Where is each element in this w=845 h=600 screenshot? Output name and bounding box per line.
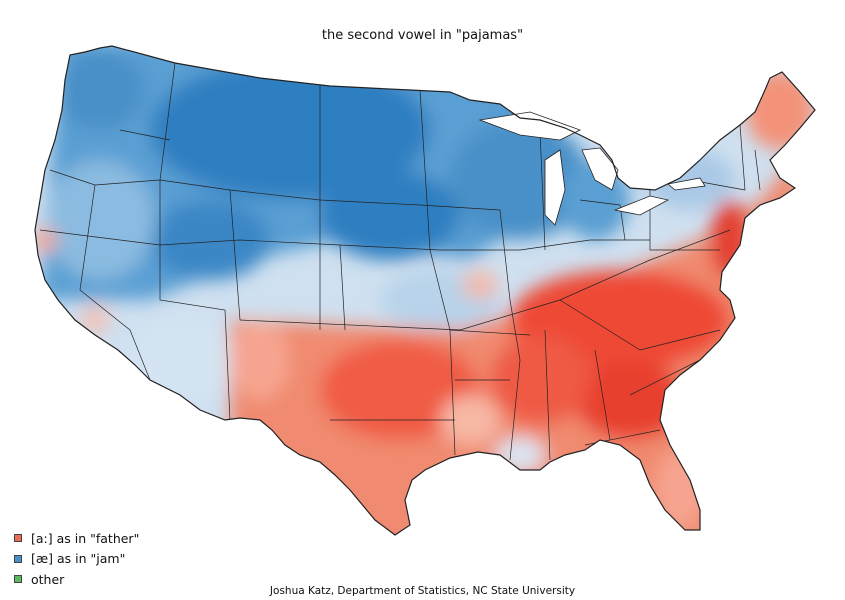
legend-label-jam: [æ] as in "jam" (31, 551, 126, 567)
great-lakes (478, 111, 706, 226)
legend-swatch-jam (14, 554, 22, 563)
legend-label-father: [a:] as in "father" (31, 530, 140, 546)
legend-item-jam: [æ] as in "jam" (14, 549, 139, 570)
legend: [a:] as in "father" [æ] as in "jam" othe… (14, 528, 139, 590)
legend-item-other: other (14, 569, 139, 590)
legend-swatch-father (14, 534, 22, 543)
credit-line: Joshua Katz, Department of Statistics, N… (269, 585, 576, 597)
map-title: the second vowel in "pajamas" (321, 28, 524, 43)
legend-swatch-other (14, 575, 22, 584)
legend-label-other: other (31, 571, 65, 587)
legend-item-father: [a:] as in "father" (14, 528, 139, 549)
state-borders (39, 62, 761, 461)
